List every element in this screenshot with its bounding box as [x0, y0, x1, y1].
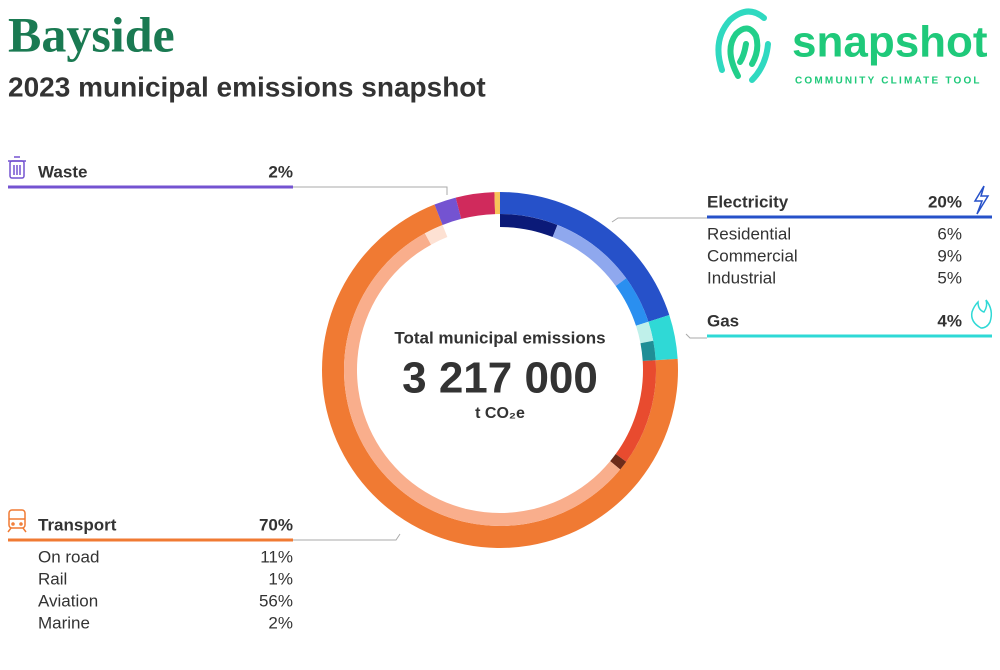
subsector-arc — [552, 224, 627, 286]
subsector-label: Rail — [38, 569, 67, 588]
subsector-value: 9% — [937, 246, 962, 265]
subsector-label: Marine — [38, 613, 90, 632]
leader-line — [293, 533, 401, 541]
leader-line — [611, 217, 707, 223]
leader-line — [685, 333, 707, 339]
sector-value: 2% — [268, 162, 293, 181]
subsector-value: 1% — [268, 569, 293, 588]
unit: t CO₂e — [475, 405, 525, 422]
logo-tagline: COMMUNITY CLIMATE TOOL — [795, 76, 982, 87]
subsector-label: On road — [38, 547, 99, 566]
sector-value: 70% — [259, 515, 293, 534]
subsector-value: 6% — [937, 224, 962, 243]
subsector-label: Commercial — [707, 246, 798, 265]
subsector-arc — [640, 340, 656, 362]
waste-icon — [8, 156, 26, 179]
sector-value: 4% — [937, 311, 962, 330]
sector-label: Waste — [38, 162, 87, 181]
subtitle: 2023 municipal emissions snapshot — [8, 71, 486, 102]
subsector-label: Industrial — [707, 268, 776, 287]
sector-value: 20% — [928, 192, 962, 211]
subsector-value: 2% — [268, 613, 293, 632]
title: Bayside — [8, 6, 175, 62]
sector-arc — [455, 192, 496, 219]
sector-arc — [494, 192, 500, 215]
gas-icon — [970, 299, 993, 329]
sector-arc — [648, 314, 678, 361]
subsector-arc — [610, 454, 627, 470]
center-label: Total municipal emissions — [394, 328, 605, 347]
logo-icon — [715, 8, 771, 83]
subsector-arc — [615, 278, 649, 326]
sector-arc — [500, 192, 670, 322]
subsector-arc — [636, 321, 654, 344]
logo-name: snapshot — [792, 18, 988, 67]
subsector-arc — [500, 214, 558, 238]
subsector-arc — [615, 360, 656, 462]
subsector-label: Aviation — [38, 591, 98, 610]
total-value: 3 217 000 — [402, 354, 598, 403]
subsector-arc — [424, 224, 448, 245]
subsector-label: Residential — [707, 224, 791, 243]
leader-line — [293, 186, 448, 195]
electricity-icon — [973, 185, 990, 215]
sector-label: Electricity — [707, 192, 789, 211]
subsector-value: 11% — [260, 547, 293, 566]
sector-label: Transport — [38, 515, 117, 534]
sector-arc — [434, 197, 462, 225]
subsector-value: 56% — [259, 591, 293, 610]
subsector-value: 5% — [937, 268, 962, 287]
transport-icon — [7, 509, 27, 533]
sector-label: Gas — [707, 311, 739, 330]
